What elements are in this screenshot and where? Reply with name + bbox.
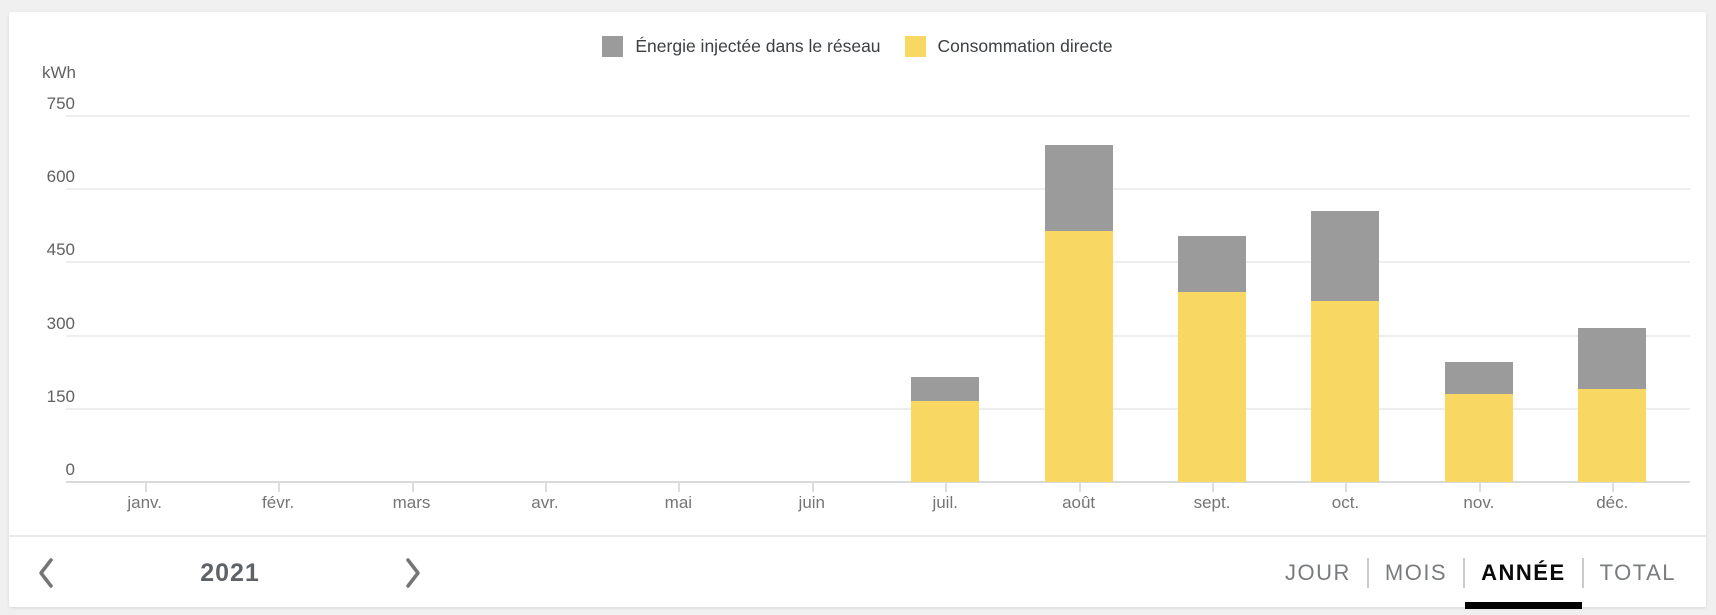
tab-annee[interactable]: ANNÉE	[1465, 537, 1582, 609]
category-cell	[879, 116, 1012, 482]
category-cell	[745, 116, 878, 482]
bar-segment-energie-injectee[interactable]	[911, 377, 980, 402]
x-axis-tick	[1478, 482, 1481, 492]
category-cell	[612, 116, 745, 482]
next-year-button[interactable]	[391, 551, 435, 595]
yellow-square-swatch	[904, 36, 926, 57]
x-axis-tick	[144, 482, 147, 492]
bar-segment-consommation-directe[interactable]	[1578, 389, 1647, 482]
y-axis-labels: 0 150 300 450 600 750	[9, 12, 75, 512]
category-cell	[1546, 116, 1679, 482]
x-axis-tick	[1212, 482, 1215, 492]
x-axis-month-label: sept.	[1145, 482, 1278, 513]
gridline	[66, 115, 1690, 117]
category-cell	[478, 116, 611, 482]
bar-segment-consommation-directe[interactable]	[1311, 301, 1380, 482]
bar-segment-consommation-directe[interactable]	[911, 401, 980, 482]
x-axis-tick	[1345, 482, 1348, 492]
x-axis-month-label: nov.	[1412, 482, 1545, 513]
legend-label: Consommation directe	[937, 36, 1113, 56]
tab-divider	[1366, 558, 1369, 588]
period-tabs: JOUR MOIS ANNÉE TOTAL	[1269, 537, 1692, 609]
x-axis-labels: janv. févr. mars avr. mai juin juil. août sept. o…	[78, 482, 1679, 517]
category-cell	[1012, 116, 1145, 482]
y-axis-tick-label: 300	[46, 313, 75, 333]
chart-footer: 2021 JOUR MOIS ANNÉE TOTAL	[9, 535, 1706, 609]
bar-segment-consommation-directe[interactable]	[1044, 230, 1113, 482]
plot-area	[78, 116, 1679, 482]
legend-item: Consommation directe	[904, 36, 1113, 57]
chevron-left-icon	[36, 557, 56, 589]
legend-item: Énergie injectée dans le réseau	[602, 36, 881, 57]
x-axis-month-label: avr.	[478, 482, 611, 513]
legend-label: Énergie injectée dans le réseau	[635, 36, 881, 56]
x-axis-month-label: oct.	[1279, 482, 1412, 513]
x-axis-month-label: juil.	[879, 482, 1012, 513]
selected-year-label: 2021	[200, 558, 260, 587]
tab-divider	[1581, 558, 1584, 588]
tab-mois[interactable]: MOIS	[1384, 560, 1448, 585]
x-axis-tick	[1612, 482, 1615, 492]
gridline	[66, 407, 1690, 410]
y-axis-tick-label: 450	[46, 240, 75, 260]
x-axis-month-label: janv.	[78, 482, 211, 513]
x-axis-month-label: mai	[612, 482, 745, 513]
previous-year-button[interactable]	[24, 551, 68, 595]
gridline	[66, 188, 1690, 191]
bar-segment-energie-injectee[interactable]	[1444, 362, 1513, 395]
x-axis-tick	[678, 482, 681, 492]
category-cell	[1412, 116, 1545, 482]
x-axis-baseline	[66, 481, 1690, 483]
chart-card: Énergie injectée dans le réseau Consommat…	[9, 12, 1706, 609]
chevron-right-icon	[403, 557, 423, 589]
gridline	[66, 261, 1690, 264]
x-axis-tick	[945, 482, 948, 492]
tab-jour[interactable]: JOUR	[1284, 560, 1351, 585]
gridlines	[66, 115, 1690, 484]
category-cell	[1279, 116, 1412, 482]
category-cell	[345, 116, 478, 482]
active-tab-indicator	[1465, 602, 1582, 609]
x-axis-month-label: août	[1012, 482, 1145, 513]
tab-total[interactable]: TOTAL	[1599, 560, 1676, 585]
y-axis-tick-label: 0	[65, 460, 75, 479]
bar-segment-consommation-directe[interactable]	[1444, 394, 1513, 482]
x-axis-tick	[811, 482, 814, 492]
gray-square-swatch	[602, 36, 624, 57]
y-axis-unit-label: kWh	[42, 63, 76, 82]
bar-segment-energie-injectee[interactable]	[1044, 145, 1113, 231]
chart-legend: Énergie injectée dans le réseau Consommat…	[9, 36, 1706, 57]
x-axis-tick	[544, 482, 547, 492]
gridline	[66, 334, 1690, 337]
x-axis-month-label: févr.	[211, 482, 344, 513]
tab-divider	[1463, 558, 1466, 588]
category-cell	[211, 116, 344, 482]
bar-segment-energie-injectee[interactable]	[1311, 211, 1380, 302]
bar-segment-energie-injectee[interactable]	[1578, 328, 1647, 390]
category-cell	[78, 116, 211, 482]
x-axis-tick	[411, 482, 414, 492]
x-axis-month-label: mars	[345, 482, 478, 513]
y-axis-tick-label: 150	[46, 386, 75, 406]
y-axis-tick-label: 750	[46, 94, 75, 113]
category-cell	[1145, 116, 1278, 482]
x-axis-tick	[1078, 482, 1081, 492]
y-axis-tick-label: 600	[46, 167, 75, 187]
x-axis-month-label: juin	[745, 482, 878, 513]
x-axis-tick	[278, 482, 281, 492]
bar-segment-consommation-directe[interactable]	[1178, 291, 1247, 482]
x-axis-month-label: déc.	[1546, 482, 1679, 513]
bar-segment-energie-injectee[interactable]	[1178, 235, 1247, 292]
